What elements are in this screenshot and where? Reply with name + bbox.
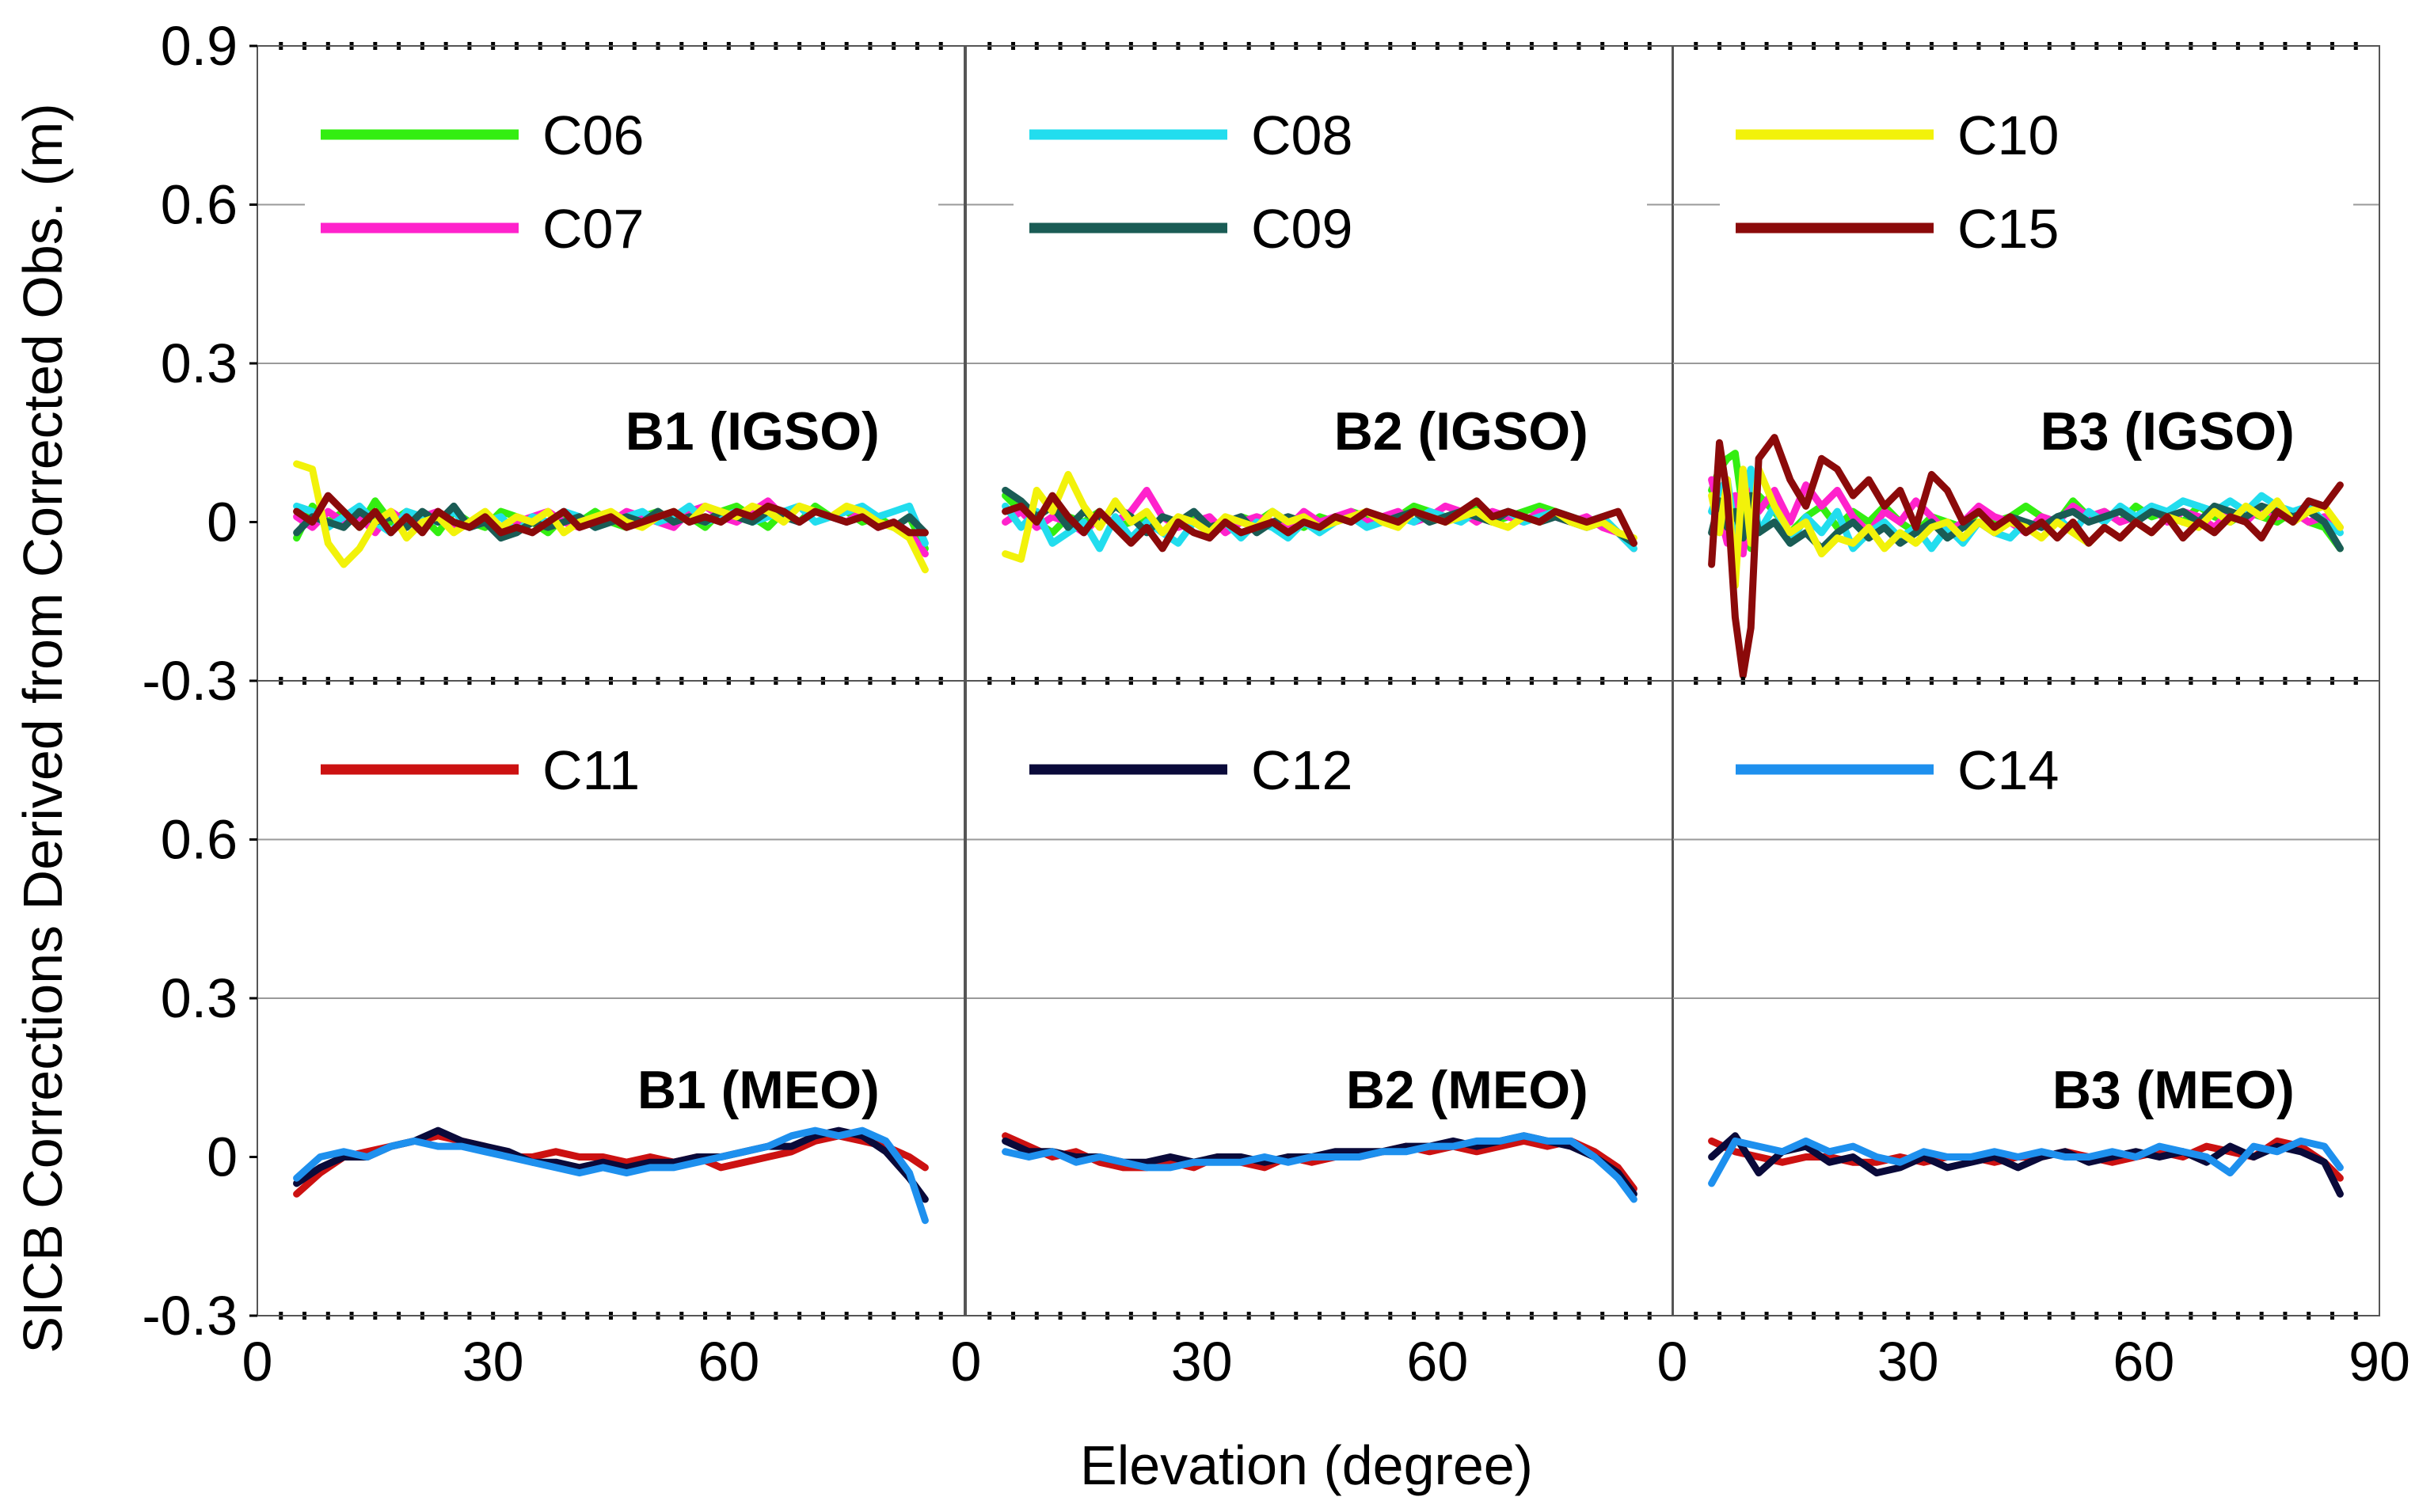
legend-label: C14 <box>1957 739 2059 801</box>
legend-label: C12 <box>1251 739 1352 801</box>
x-tick-label: 90 <box>2349 1331 2410 1392</box>
legend-item-c15: C15 <box>1720 192 2353 264</box>
legend-label: C08 <box>1251 104 1352 166</box>
panel-2: B2 (IGSO) C08 C09 <box>965 42 1674 685</box>
panel-frame <box>1672 680 2380 1316</box>
series-line-c14 <box>293 1126 929 1225</box>
legend-item-c12: C12 <box>1014 734 1647 805</box>
x-tick-label: 60 <box>698 1331 759 1392</box>
x-tick-label: 60 <box>1406 1331 1468 1392</box>
legend-label: C10 <box>1957 104 2059 166</box>
panel-6: B3 (MEO) C14 <box>1672 677 2380 1320</box>
x-tick-label: 60 <box>2113 1331 2174 1392</box>
y-tick-label: 0 <box>207 492 238 553</box>
x-tick-label: 0 <box>1657 1331 1688 1392</box>
legend-item-c09: C09 <box>1014 192 1647 264</box>
y-tick-label: 0.6 <box>161 809 238 871</box>
x-tick-label: 0 <box>242 1331 273 1392</box>
y-tick-label: 0.9 <box>161 15 238 77</box>
series-line-c15 <box>1002 492 1637 553</box>
panel-4: B1 (MEO) C11 <box>257 677 965 1320</box>
legend-item-c07: C07 <box>305 192 938 264</box>
legend-item-c08: C08 <box>1014 99 1647 170</box>
panel-3: B3 (IGSO) C10 C15 <box>1672 42 2380 685</box>
legend-label: C06 <box>542 104 644 166</box>
y-tick-label: -0.3 <box>142 1285 238 1347</box>
legend-item-c10: C10 <box>1720 99 2353 170</box>
series-line-c11 <box>1002 1132 1637 1193</box>
panel-5: B2 (MEO) C12 <box>965 677 1674 1320</box>
panel-title: B3 (MEO) <box>2052 1060 2295 1120</box>
y-tick-label: 0.3 <box>161 332 238 394</box>
y-tick-label: 0.3 <box>161 967 238 1029</box>
x-tick-label: 30 <box>462 1331 524 1392</box>
panel-title: B3 (IGSO) <box>2041 401 2295 462</box>
y-tick-label: 0 <box>207 1126 238 1188</box>
panel-1: B1 (IGSO) C06 C07 <box>257 42 965 685</box>
x-tick-label: 0 <box>951 1331 982 1392</box>
series-line-c14 <box>1708 1137 2344 1187</box>
legend-label: C11 <box>542 739 640 801</box>
panel-title: B2 (MEO) <box>1346 1060 1588 1120</box>
series-line-c15 <box>1708 434 2344 679</box>
y-tick-label: 0.6 <box>161 174 238 236</box>
panel-title: B1 (IGSO) <box>626 401 880 462</box>
y-axis-title: SICB Corrections Derived from Corrected … <box>12 103 74 1353</box>
y-tick-label: -0.3 <box>142 650 238 712</box>
x-axis-title: Elevation (degree) <box>1080 1434 1533 1496</box>
legend-item-c11: C11 <box>305 734 938 805</box>
panel-grid: B1 (IGSO) C06 C07 B2 (IGSO) C08 C09 B3 (IGSO) C… <box>142 15 2410 1392</box>
x-tick-label: 30 <box>1877 1331 1939 1392</box>
legend-label: C09 <box>1251 198 1352 260</box>
legend-label: C07 <box>542 198 644 260</box>
series-line-c12 <box>1708 1132 2344 1198</box>
panel-title: B1 (MEO) <box>637 1060 880 1120</box>
legend-item-c14: C14 <box>1720 734 2353 805</box>
x-tick-label: 30 <box>1171 1331 1233 1392</box>
legend-label: C15 <box>1957 198 2059 260</box>
legend-item-c06: C06 <box>305 99 938 170</box>
series-line-c14 <box>1002 1132 1637 1203</box>
series-line-c15 <box>293 492 929 537</box>
panel-title: B2 (IGSO) <box>1334 401 1588 462</box>
